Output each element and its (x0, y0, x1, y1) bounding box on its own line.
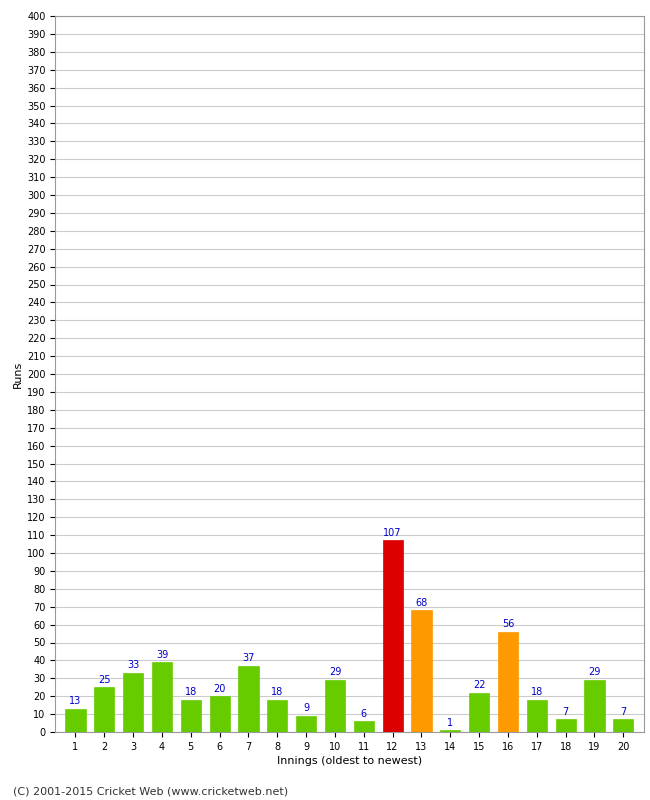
Text: 7: 7 (620, 706, 627, 717)
Text: 68: 68 (415, 598, 428, 607)
X-axis label: Innings (oldest to newest): Innings (oldest to newest) (277, 756, 422, 766)
Text: 18: 18 (530, 687, 543, 697)
Bar (152, 662, 172, 732)
Text: 22: 22 (473, 680, 486, 690)
Bar (354, 722, 374, 732)
Bar (94, 687, 114, 732)
Text: 29: 29 (588, 667, 601, 678)
Bar (556, 719, 576, 732)
Bar (440, 730, 460, 732)
Text: 37: 37 (242, 653, 255, 663)
Bar (411, 610, 432, 732)
Text: 6: 6 (361, 709, 367, 718)
Bar (498, 632, 518, 732)
Bar (325, 680, 345, 732)
Text: 33: 33 (127, 660, 139, 670)
Bar (469, 693, 489, 732)
Bar (66, 709, 86, 732)
Y-axis label: Runs: Runs (13, 360, 23, 388)
Text: 1: 1 (447, 718, 453, 727)
Text: 20: 20 (213, 683, 226, 694)
Text: 25: 25 (98, 674, 110, 685)
Bar (526, 700, 547, 732)
Text: (C) 2001-2015 Cricket Web (www.cricketweb.net): (C) 2001-2015 Cricket Web (www.cricketwe… (13, 786, 288, 796)
Text: 39: 39 (156, 650, 168, 659)
Text: 18: 18 (185, 687, 197, 697)
Text: 13: 13 (70, 696, 81, 706)
Bar (181, 700, 201, 732)
Bar (296, 716, 316, 732)
Bar (267, 700, 287, 732)
Text: 9: 9 (303, 703, 309, 714)
Bar (239, 666, 259, 732)
Text: 107: 107 (384, 528, 402, 538)
Text: 29: 29 (329, 667, 341, 678)
Text: 7: 7 (562, 706, 569, 717)
Text: 56: 56 (502, 619, 514, 629)
Bar (613, 719, 633, 732)
Bar (209, 696, 229, 732)
Bar (584, 680, 604, 732)
Text: 18: 18 (271, 687, 283, 697)
Bar (383, 541, 403, 732)
Bar (123, 673, 143, 732)
